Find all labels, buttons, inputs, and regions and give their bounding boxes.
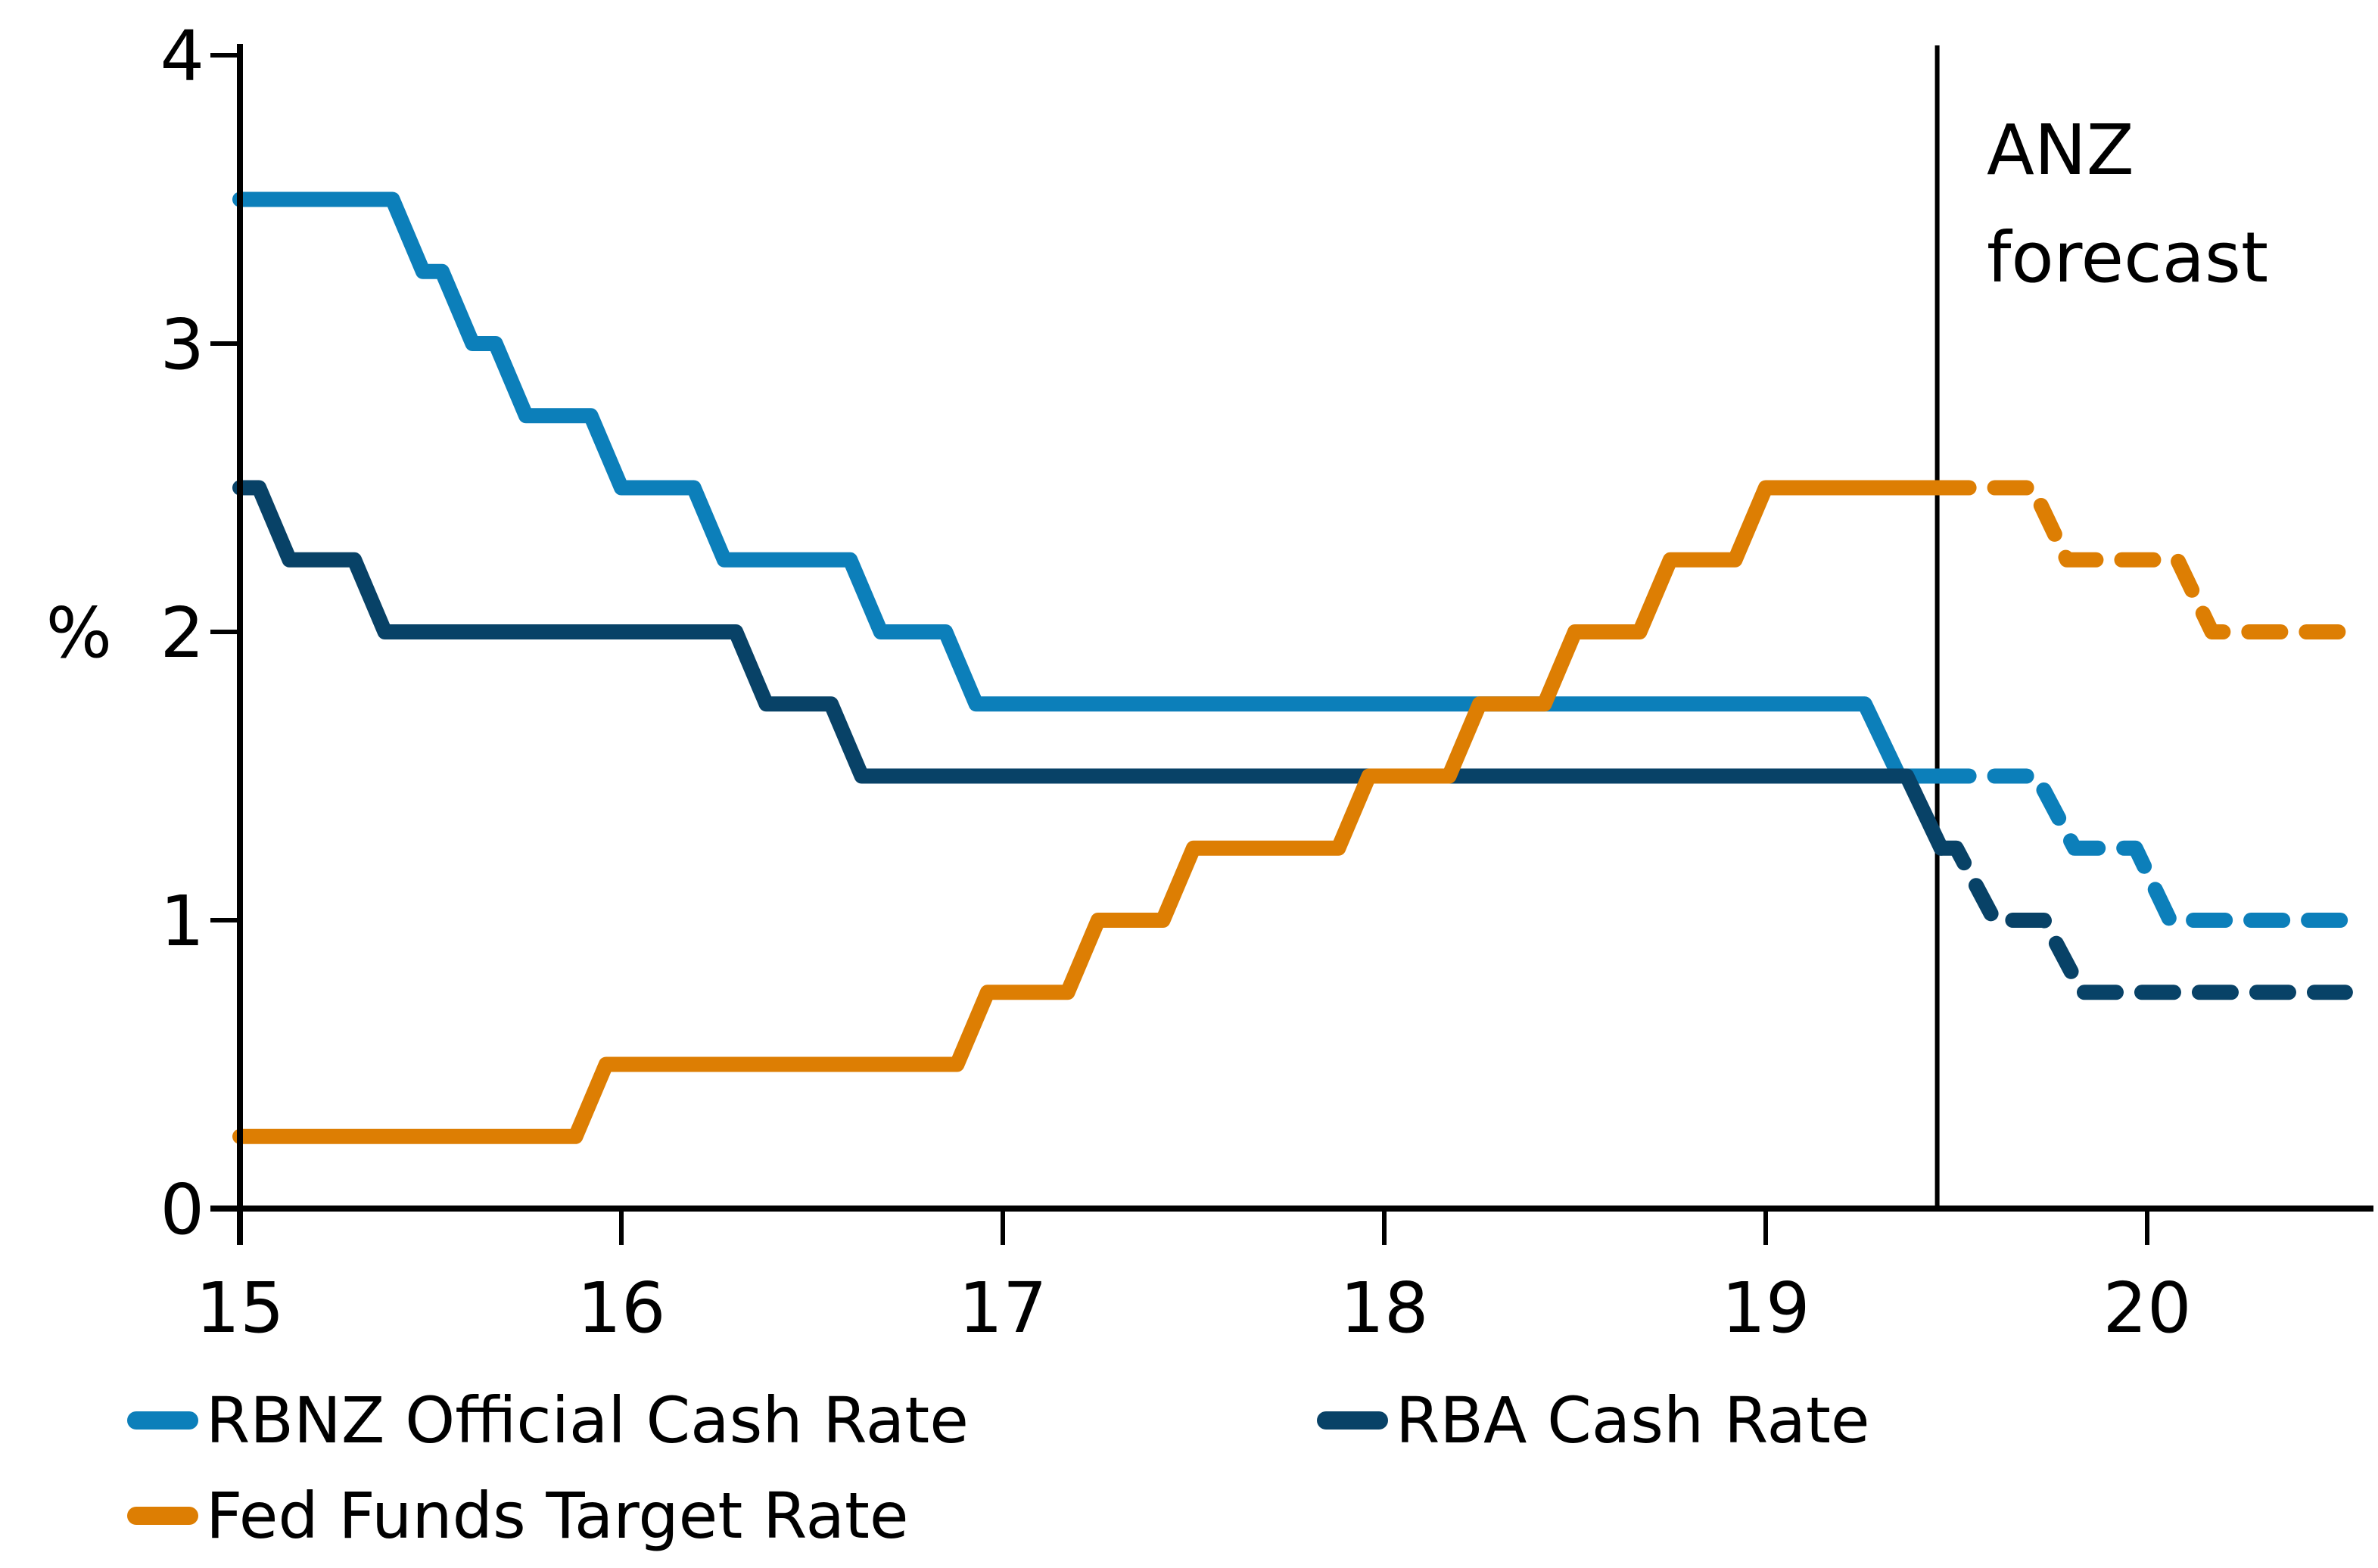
- legend-label-fed: Fed Funds Target Rate: [206, 1479, 909, 1553]
- legend-item-rbnz: RBNZ Official Cash Rate: [127, 1375, 969, 1466]
- series-fed-actual: [232, 480, 1945, 1144]
- x-tick-label-19: 19: [1721, 1268, 1810, 1349]
- y-tick-label-2: 2: [160, 593, 204, 674]
- legend-label-rbnz: RBNZ Official Cash Rate: [206, 1383, 969, 1458]
- series-rba-forecast: [1933, 840, 2353, 1000]
- legend-swatch-fed: [127, 1507, 198, 1525]
- x-tick-label-17: 17: [958, 1268, 1047, 1349]
- series-rbnz-actual: [232, 191, 1945, 784]
- legend-item-rba: RBA Cash Rate: [1317, 1375, 1870, 1466]
- legend-label-rba: RBA Cash Rate: [1396, 1383, 1870, 1458]
- y-axis-unit-label: %: [46, 593, 112, 674]
- legend-item-fed: Fed Funds Target Rate: [127, 1470, 909, 1561]
- x-tick-label-20: 20: [2103, 1268, 2191, 1349]
- series-rba-actual: [232, 480, 1949, 856]
- y-tick-label-4: 4: [160, 16, 204, 97]
- forecast-annotation-line1: ANZ: [1987, 110, 2134, 191]
- y-tick-label-0: 0: [160, 1169, 204, 1250]
- x-tick-label-18: 18: [1340, 1268, 1428, 1349]
- legend-swatch-rba: [1317, 1411, 1388, 1430]
- series-group: [232, 191, 2353, 1144]
- legend-swatch-rbnz: [127, 1411, 198, 1430]
- x-tick-label-15: 15: [195, 1268, 284, 1349]
- forecast-annotation-line2: forecast: [1987, 217, 2268, 298]
- series-rbnz-forecast: [1929, 768, 2353, 928]
- x-tick-label-16: 16: [577, 1268, 665, 1349]
- y-tick-label-1: 1: [160, 881, 204, 962]
- series-fed-forecast: [1929, 480, 2353, 639]
- y-tick-label-3: 3: [160, 304, 204, 385]
